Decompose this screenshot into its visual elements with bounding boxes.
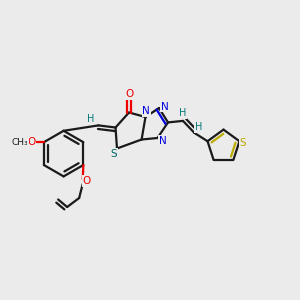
Text: H: H	[87, 114, 94, 124]
Text: O: O	[27, 137, 35, 147]
Text: O: O	[125, 89, 133, 100]
Text: O: O	[82, 176, 91, 186]
Text: S: S	[111, 149, 117, 159]
Text: H: H	[179, 108, 187, 118]
Text: H: H	[195, 122, 202, 133]
Text: S: S	[240, 138, 246, 148]
Text: N: N	[142, 106, 150, 116]
Text: CH₃: CH₃	[11, 138, 28, 147]
Text: N: N	[160, 101, 168, 112]
Text: N: N	[159, 136, 167, 146]
